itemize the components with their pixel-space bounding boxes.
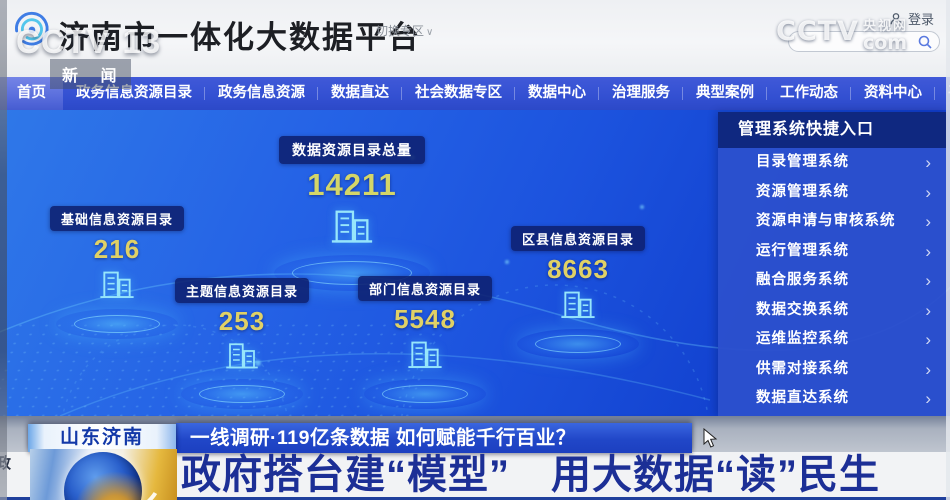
stat-theme-info-catalog: 主题信息资源目录 253 (174, 278, 310, 409)
building-icon (331, 210, 373, 243)
stat-label: 区县信息资源目录 (510, 226, 646, 251)
sidebar-item-ops-monitoring[interactable]: 运维监控系统 › (718, 325, 946, 355)
chevron-right-icon: › (925, 389, 932, 408)
chevron-right-icon: › (925, 330, 932, 349)
login-button[interactable]: 登录 (889, 9, 934, 28)
zone-switch-label: 切换专区 (376, 24, 425, 38)
decor-dot (640, 205, 644, 209)
nav-item-work-news[interactable]: 工作动态 (766, 77, 851, 110)
decor-dot (505, 260, 509, 264)
nav-item-platform-stats[interactable]: 平台统计 (934, 77, 950, 110)
nav-item-governance-service[interactable]: 治理服务 (598, 77, 683, 110)
main-nav: 首页 政务信息资源目录 政务信息资源 数据直达 社会数据专区 数据中心 治理服务… (0, 77, 950, 110)
site-logo-icon (8, 6, 54, 57)
sidebar-item-supply-demand[interactable]: 供需对接系统 › (718, 355, 946, 385)
search-input[interactable] (788, 31, 940, 52)
site-header: 济南市一体化大数据平台 切换专区 ∨ 登录 (0, 0, 950, 77)
topic-banner: 一线调研·119亿条数据 如何赋能千行百业？ (176, 423, 692, 453)
chevron-right-icon: › (925, 359, 932, 379)
page-edge-text: 政 (0, 455, 12, 472)
nav-item-gov-info-resource-catalog[interactable]: 政务信息资源目录 (76, 85, 192, 101)
decor-podium (180, 379, 303, 409)
stat-value: 5548 (394, 304, 456, 334)
nav-item-data-direct[interactable]: 数据直达 (317, 77, 402, 110)
nav-item-home[interactable]: 首页 (0, 77, 63, 110)
stat-value: 253 (218, 306, 266, 336)
decor-dot (255, 360, 261, 366)
chevron-right-icon: › (925, 212, 932, 231)
chevron-down-icon: ∨ (426, 27, 434, 38)
nav-item-data-center[interactable]: 数据中心 (514, 77, 599, 110)
sidebar-item-operation-mgmt[interactable]: 运行管理系统 › (718, 237, 946, 267)
stat-label: 主题信息资源目录 (174, 278, 310, 303)
nav-item-resource-center[interactable]: 资料中心 (850, 77, 935, 110)
building-icon (561, 291, 595, 319)
chevron-right-icon: › (925, 300, 932, 320)
user-icon (890, 12, 902, 24)
stat-label: 部门信息资源目录 (357, 276, 493, 301)
site-title: 济南市一体化大数据平台 (58, 20, 421, 55)
stat-value: 216 (93, 234, 141, 264)
location-tag: 山东济南 (28, 424, 176, 452)
login-label: 登录 (907, 12, 934, 27)
quick-access-panel: 管理系统快捷入口 目录管理系统 › 资源管理系统 › 资源申请与审核系统 › 运行管理… (718, 112, 946, 416)
stat-department-info-catalog: 部门信息资源目录 5548 (357, 276, 493, 409)
nav-item-gov-info-resource[interactable]: 政务信息资源 (204, 77, 318, 110)
sidebar-item-data-exchange[interactable]: 数据交换系统 › (718, 296, 946, 326)
zone-switch-button[interactable]: 切换专区 ∨ (376, 22, 433, 39)
cctv-globe-logo (30, 449, 177, 500)
decor-podium (516, 329, 639, 359)
mouse-cursor (703, 428, 718, 448)
building-icon (408, 341, 442, 369)
nav-item-typical-cases[interactable]: 典型案例 (682, 77, 767, 110)
stat-basic-info-catalog: 基础信息资源目录 216 (49, 206, 185, 339)
building-icon (226, 343, 258, 369)
search-icon (918, 35, 932, 49)
sidebar-item-resource-mgmt[interactable]: 资源管理系统 › (718, 178, 946, 208)
stat-label: 数据资源目录总量 (279, 136, 425, 164)
quick-access-title: 管理系统快捷入口 (718, 112, 946, 148)
stat-total-catalog: 数据资源目录总量 14211 (274, 136, 430, 291)
decor-podium (363, 379, 486, 409)
decor-podium (55, 309, 178, 339)
stat-label: 基础信息资源目录 (49, 206, 185, 231)
chevron-right-icon: › (925, 271, 932, 290)
stat-value: 14211 (307, 167, 397, 202)
stat-district-info-catalog: 区县信息资源目录 8663 (510, 226, 646, 359)
sidebar-item-resource-apply-review[interactable]: 资源申请与审核系统 › (718, 207, 946, 237)
sidebar-item-catalog-mgmt[interactable]: 目录管理系统 › (718, 148, 946, 178)
bottom-blue-strip (0, 497, 950, 500)
chevron-right-icon: › (925, 153, 932, 172)
nav-item-social-data-zone[interactable]: 社会数据专区 (401, 77, 515, 110)
news-headline: 政府搭台建“模型” 用大数据“读”民生 (181, 453, 880, 497)
chevron-right-icon: › (925, 241, 932, 261)
sidebar-item-data-direct-system[interactable]: 数据直达系统 › (718, 384, 946, 414)
stat-value: 8663 (547, 254, 609, 284)
sidebar-item-fusion-service[interactable]: 融合服务系统 › (718, 266, 946, 296)
chevron-right-icon: › (925, 182, 932, 202)
building-icon (100, 271, 134, 299)
globe-swoosh (33, 449, 177, 500)
